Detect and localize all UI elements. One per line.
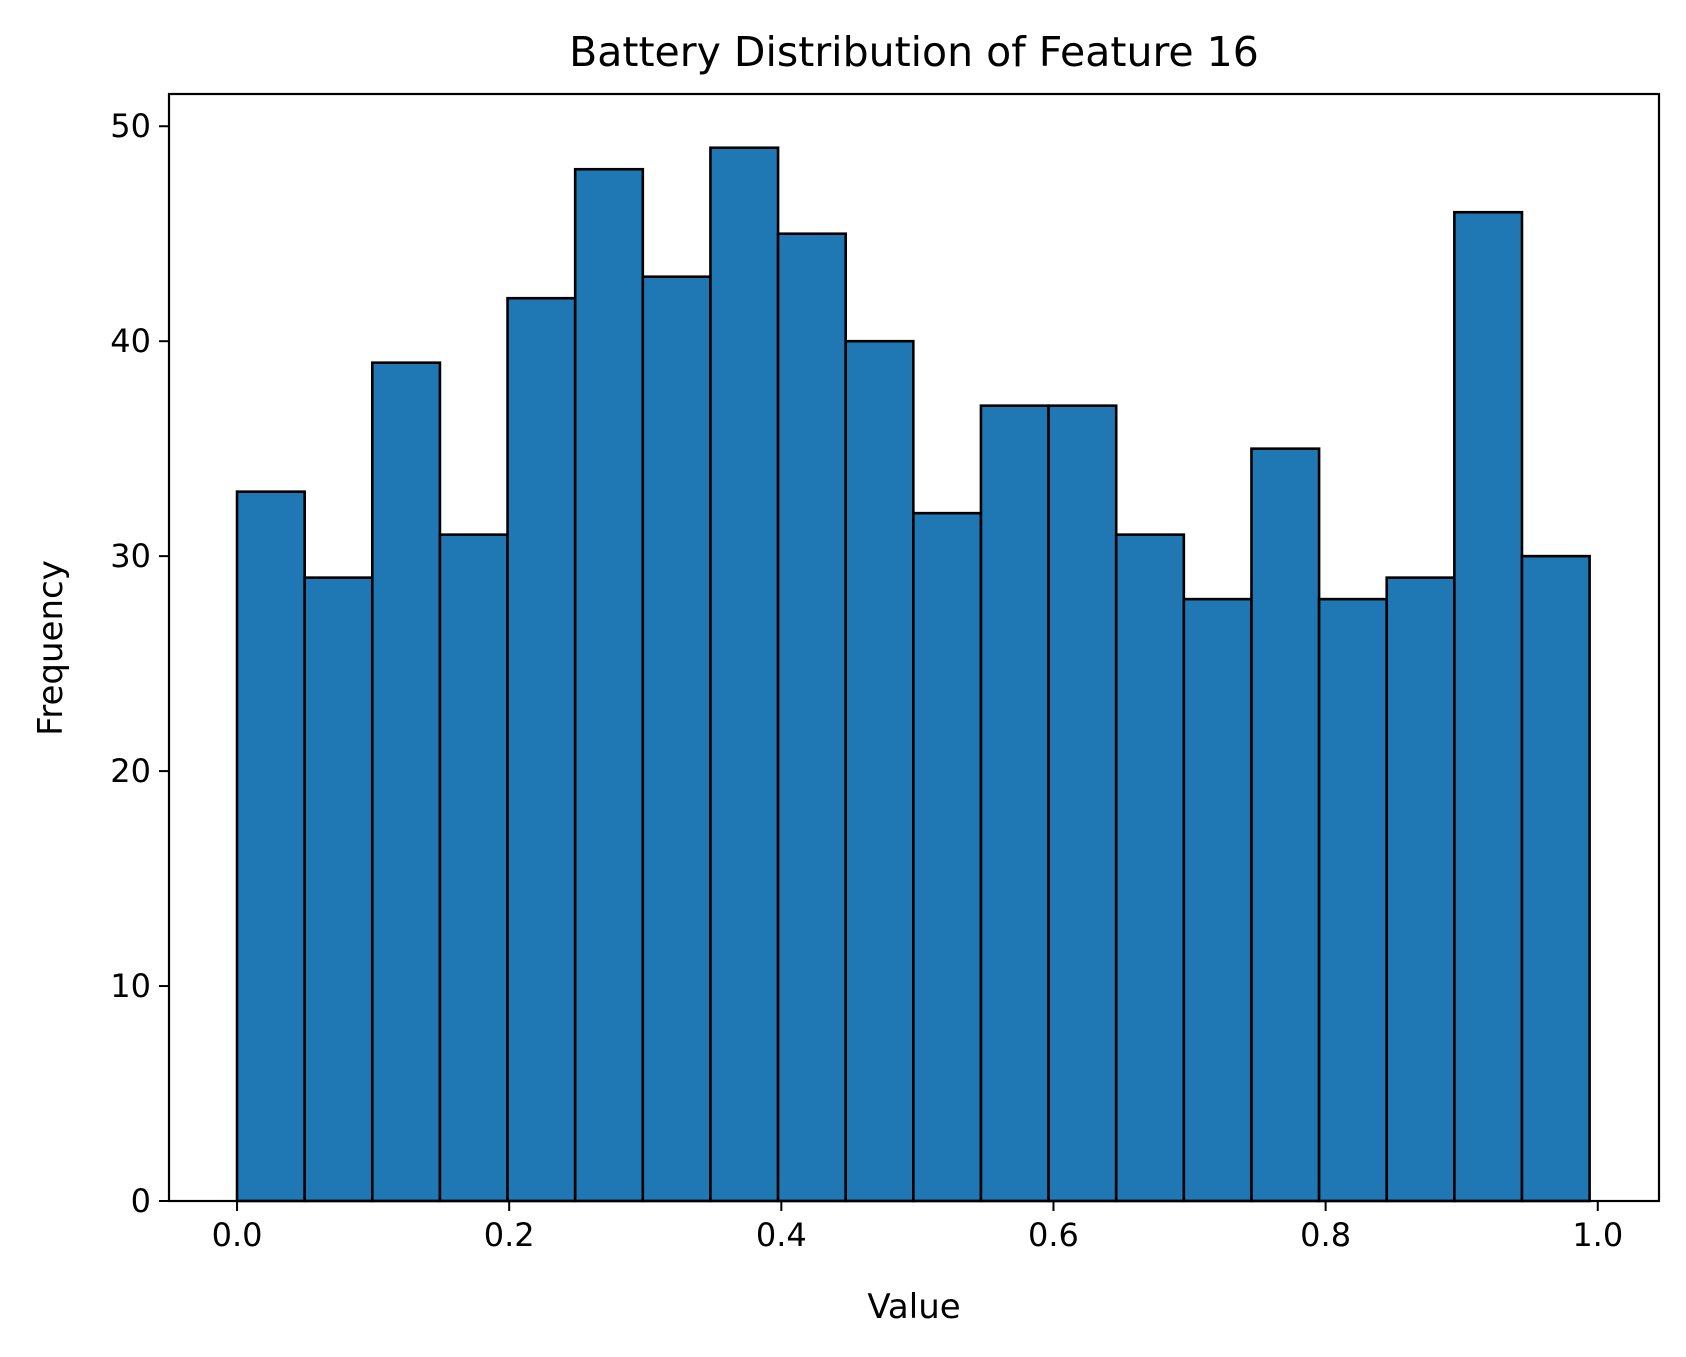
histogram-bar xyxy=(1520,554,1591,1203)
y-tick-label: 30 xyxy=(110,537,151,575)
y-axis: 0 10 20 30 40 50 xyxy=(110,107,169,1220)
y-tick-label: 50 xyxy=(110,107,151,145)
histogram-bar xyxy=(1317,597,1389,1203)
y-tick-label: 20 xyxy=(110,752,151,790)
x-axis: 0.0 0.2 0.4 0.6 0.8 1.0 xyxy=(212,1201,1623,1254)
histogram-bar xyxy=(1250,447,1321,1203)
x-tick-label: 0.6 xyxy=(1028,1216,1079,1254)
histogram-bar xyxy=(912,511,983,1203)
x-tick-label: 0.4 xyxy=(756,1216,807,1254)
histogram-bar xyxy=(438,533,509,1203)
histogram-bar xyxy=(303,576,374,1203)
y-tick-label: 0 xyxy=(131,1182,151,1220)
histogram-bar xyxy=(1182,597,1253,1203)
y-tick-label: 40 xyxy=(110,322,151,360)
histogram-bar xyxy=(641,275,712,1203)
bars-group xyxy=(235,146,1591,1203)
chart-title: Battery Distribution of Feature 16 xyxy=(569,28,1259,76)
x-tick-label: 0.0 xyxy=(212,1216,263,1254)
histogram-bar xyxy=(979,404,1050,1203)
x-tick-label: 1.0 xyxy=(1572,1216,1623,1254)
histogram-bar xyxy=(1453,210,1524,1203)
y-tick-label: 10 xyxy=(110,967,151,1005)
y-axis-label: Frequency xyxy=(31,560,71,736)
histogram-bar xyxy=(235,490,306,1203)
histogram-bar xyxy=(573,167,645,1203)
histogram-bar xyxy=(709,146,780,1203)
x-tick-label: 0.2 xyxy=(484,1216,535,1254)
histogram-bar xyxy=(844,339,915,1203)
plot-frame xyxy=(167,92,1661,1203)
histogram-bar xyxy=(776,232,847,1203)
histogram-bar xyxy=(1047,404,1118,1203)
histogram-bar xyxy=(1385,576,1456,1203)
x-tick-label: 0.8 xyxy=(1300,1216,1351,1254)
x-axis-label: Value xyxy=(867,1287,960,1327)
histogram-bar xyxy=(370,361,442,1203)
histogram-bar xyxy=(506,296,577,1203)
histogram-bar xyxy=(1114,533,1186,1203)
